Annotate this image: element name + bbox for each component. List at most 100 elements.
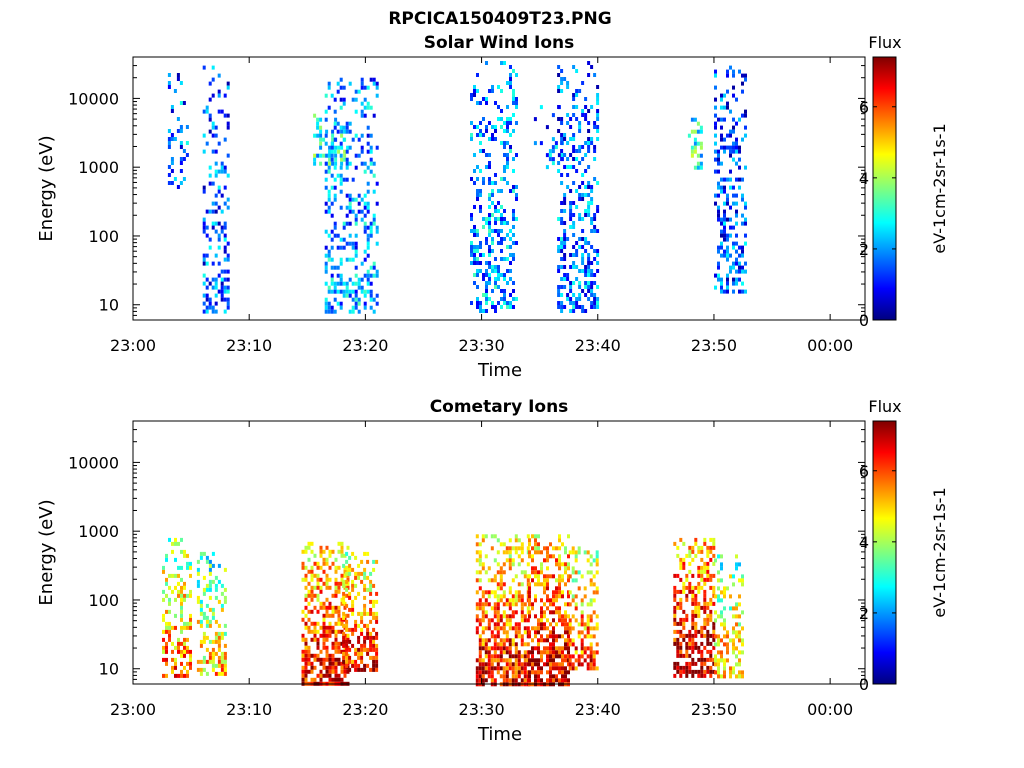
flux-cell xyxy=(342,635,346,640)
flux-cell xyxy=(738,157,741,162)
flux-cell xyxy=(340,145,344,150)
flux-cell xyxy=(511,602,515,607)
flux-cell xyxy=(567,578,570,583)
flux-cell xyxy=(162,589,165,594)
flux-cell xyxy=(214,635,218,640)
flux-cell xyxy=(581,173,585,177)
flux-cell xyxy=(363,221,367,226)
flux-cell xyxy=(369,655,373,660)
flux-cell xyxy=(567,642,570,647)
flux-cell xyxy=(354,221,358,226)
flux-cell xyxy=(497,233,500,237)
flux-cell xyxy=(720,133,723,138)
flux-cell xyxy=(168,609,171,614)
flux-cell xyxy=(372,655,376,660)
flux-cell xyxy=(481,626,485,631)
flux-cell xyxy=(165,649,168,654)
flux-cell xyxy=(595,642,599,647)
flux-cell xyxy=(738,145,741,150)
flux-cell xyxy=(189,649,192,654)
flux-cell xyxy=(319,657,323,662)
flux-cell xyxy=(706,601,710,606)
flux-cell xyxy=(357,201,361,206)
flux-cell xyxy=(167,145,171,149)
flux-cell xyxy=(682,621,686,626)
flux-cell xyxy=(580,618,584,623)
flux-cell xyxy=(735,606,738,611)
flux-cell xyxy=(563,137,567,141)
flux-cell xyxy=(491,181,494,185)
flux-cell xyxy=(316,581,320,586)
flux-cell xyxy=(183,653,186,658)
flux-cell xyxy=(223,659,227,664)
flux-cell xyxy=(549,542,552,547)
flux-cell xyxy=(514,630,518,635)
flux-cell xyxy=(587,145,591,149)
flux-cell xyxy=(202,273,206,278)
flux-cell xyxy=(703,609,707,614)
flux-cell xyxy=(520,606,524,611)
flux-cell xyxy=(697,585,701,590)
flux-cell xyxy=(531,658,534,663)
flux-cell xyxy=(717,261,720,266)
flux-cell xyxy=(310,589,314,594)
flux-cell xyxy=(313,637,317,642)
flux-cell xyxy=(325,605,329,610)
flux-cell xyxy=(560,153,564,158)
flux-cell xyxy=(691,557,695,562)
flux-cell xyxy=(571,546,575,551)
flux-cell xyxy=(723,217,726,222)
flux-cell xyxy=(186,561,189,566)
flux-cell xyxy=(199,671,203,676)
flux-cell xyxy=(741,213,744,218)
flux-cell xyxy=(473,89,476,93)
flux-cell xyxy=(479,269,482,273)
flux-cell xyxy=(343,573,347,578)
flux-cell xyxy=(345,125,349,130)
flux-cell xyxy=(316,657,320,662)
flux-cell xyxy=(337,589,341,594)
x-tick-label: 00:00 xyxy=(807,336,853,355)
flux-cell xyxy=(726,233,729,238)
flux-cell xyxy=(493,622,497,627)
x-tick-label: 23:30 xyxy=(459,700,505,719)
flux-cell xyxy=(180,609,183,614)
flux-cell xyxy=(502,622,506,627)
flux-cell xyxy=(537,542,540,547)
flux-cell xyxy=(324,209,328,214)
flux-cell xyxy=(316,641,320,646)
flux-cell xyxy=(587,201,591,205)
flux-cell xyxy=(534,566,537,571)
flux-cell xyxy=(555,634,558,639)
flux-cell xyxy=(720,281,723,286)
flux-cell xyxy=(226,85,230,90)
flux-cell xyxy=(366,575,370,580)
flux-cell xyxy=(523,662,527,667)
flux-cell xyxy=(706,577,710,582)
flux-cell xyxy=(488,245,491,249)
flux-cell xyxy=(564,638,567,643)
flux-cell xyxy=(183,645,186,650)
flux-cell xyxy=(546,594,549,599)
flux-cell xyxy=(348,563,352,568)
flux-cell xyxy=(189,593,192,598)
flux-cell xyxy=(205,305,209,310)
flux-cell xyxy=(566,85,570,89)
flux-cell xyxy=(552,610,555,615)
flux-cell xyxy=(208,659,212,664)
flux-cell xyxy=(357,635,361,640)
flux-cell xyxy=(549,654,552,659)
flux-cell xyxy=(503,61,506,65)
flux-cell xyxy=(189,653,192,658)
flux-cell xyxy=(526,618,530,623)
flux-cell xyxy=(567,634,570,639)
flux-cell xyxy=(337,641,341,646)
flux-cell xyxy=(723,185,726,190)
flux-cell xyxy=(583,594,587,599)
flux-cell xyxy=(499,614,503,619)
flux-cell xyxy=(590,305,594,309)
flux-cell xyxy=(313,653,317,658)
flux-cell xyxy=(479,301,482,305)
flux-cell xyxy=(546,574,549,579)
flux-cell xyxy=(354,197,358,202)
